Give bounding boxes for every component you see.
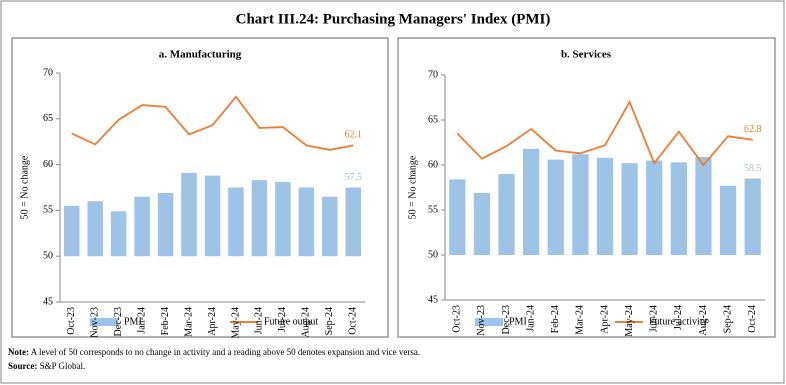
bar [473,192,491,255]
y-tick-label: 50 [428,249,438,260]
chart-title: Chart III.24: Purchasing Managers' Index… [236,11,551,27]
legend-label: PMI [509,316,527,327]
y-tick-label: 70 [428,69,438,80]
x-tick-label: Dec-23 [113,307,124,336]
bar [523,148,540,255]
x-tick-label: Nov-23 [89,307,100,338]
x-tick-label: Feb-24 [550,305,561,333]
bar [345,187,362,257]
x-tick-label: Nov-23 [476,305,487,336]
bar [547,159,564,255]
bar [228,187,244,257]
x-tick-label: May-24 [624,305,635,337]
x-tick-label: Oct-24 [348,307,359,335]
bar [596,157,614,255]
y-tick-label: 55 [43,205,53,216]
x-tick-label: Oct-23 [452,305,463,333]
note-text: A level of 50 corresponds to no change i… [31,347,420,357]
bar [322,196,338,257]
x-tick-label: Oct-23 [66,307,77,335]
bar [87,201,103,257]
data-label: 58.5 [744,163,762,174]
line [71,95,354,151]
bar [670,162,687,255]
bar [134,196,150,257]
bar [251,180,268,257]
bar [181,172,197,257]
x-tick-label: Jul-24 [277,307,288,332]
x-tick-label: Oct-24 [747,305,758,333]
y-tick-label: 45 [43,296,53,307]
bar [572,154,589,255]
x-tick-label: Aug-24 [698,305,709,336]
legend-swatch [475,318,503,326]
x-tick-label: Apr-24 [207,307,218,336]
x-tick-label: Jan-24 [525,305,536,332]
legend-label: Future activity [649,316,708,327]
y-tick-label: 60 [43,159,53,170]
panel [397,37,776,338]
x-tick-label: Sep-24 [722,305,733,333]
bar [695,156,712,255]
data-label: 62.8 [744,124,762,135]
y-tick-label: 50 [43,250,53,261]
bar [498,174,515,255]
y-tick-label: 70 [43,67,53,78]
bar [719,185,737,255]
y-tick-label: 55 [428,204,438,215]
x-tick-label: Aug-24 [301,307,312,338]
x-tick-label: Apr-24 [599,305,610,334]
x-tick-label: Dec-23 [501,305,512,334]
x-tick-label: Jan-24 [136,307,147,334]
legend-label: Future output [264,316,318,327]
line [456,99,753,167]
x-tick-label: May-24 [230,307,241,339]
bar [298,187,315,257]
x-tick-label: Jun-24 [649,305,660,332]
panel [11,37,389,338]
panel-title: b. Services [561,49,612,61]
source-text: S&P Global. [40,361,86,371]
data-label: 57.5 [345,172,363,183]
bar [110,211,127,257]
panel-title: a. Manufacturing [159,49,242,61]
x-tick-label: Mar-24 [575,305,586,335]
data-label: 62.1 [345,130,363,141]
bar [63,205,80,257]
y-axis-label: 50 = No change [19,155,30,219]
bar [275,182,291,257]
y-tick-label: 65 [43,113,53,124]
y-tick-label: 60 [428,159,438,170]
x-tick-label: Sep-24 [324,307,335,335]
x-tick-label: Feb-24 [160,307,171,335]
bar [204,175,221,257]
y-tick-label: 65 [428,114,438,125]
source-label: Source: [8,361,37,371]
source: Source: S&P Global. [8,361,85,371]
note: Note: A level of 50 corresponds to no ch… [8,347,420,357]
legend-label: PMI [124,316,142,327]
bar [157,192,174,257]
note-label: Note: [8,347,29,357]
x-tick-label: Jun-24 [254,307,265,334]
y-axis-label: 50 = No change [407,155,418,219]
x-tick-label: Jul-24 [673,305,684,330]
bar [449,179,466,255]
legend-swatch [90,318,118,326]
bar [621,163,638,255]
y-tick-label: 45 [428,294,438,305]
bar [646,160,663,255]
bar [744,178,761,255]
x-tick-label: Mar-24 [183,307,194,337]
